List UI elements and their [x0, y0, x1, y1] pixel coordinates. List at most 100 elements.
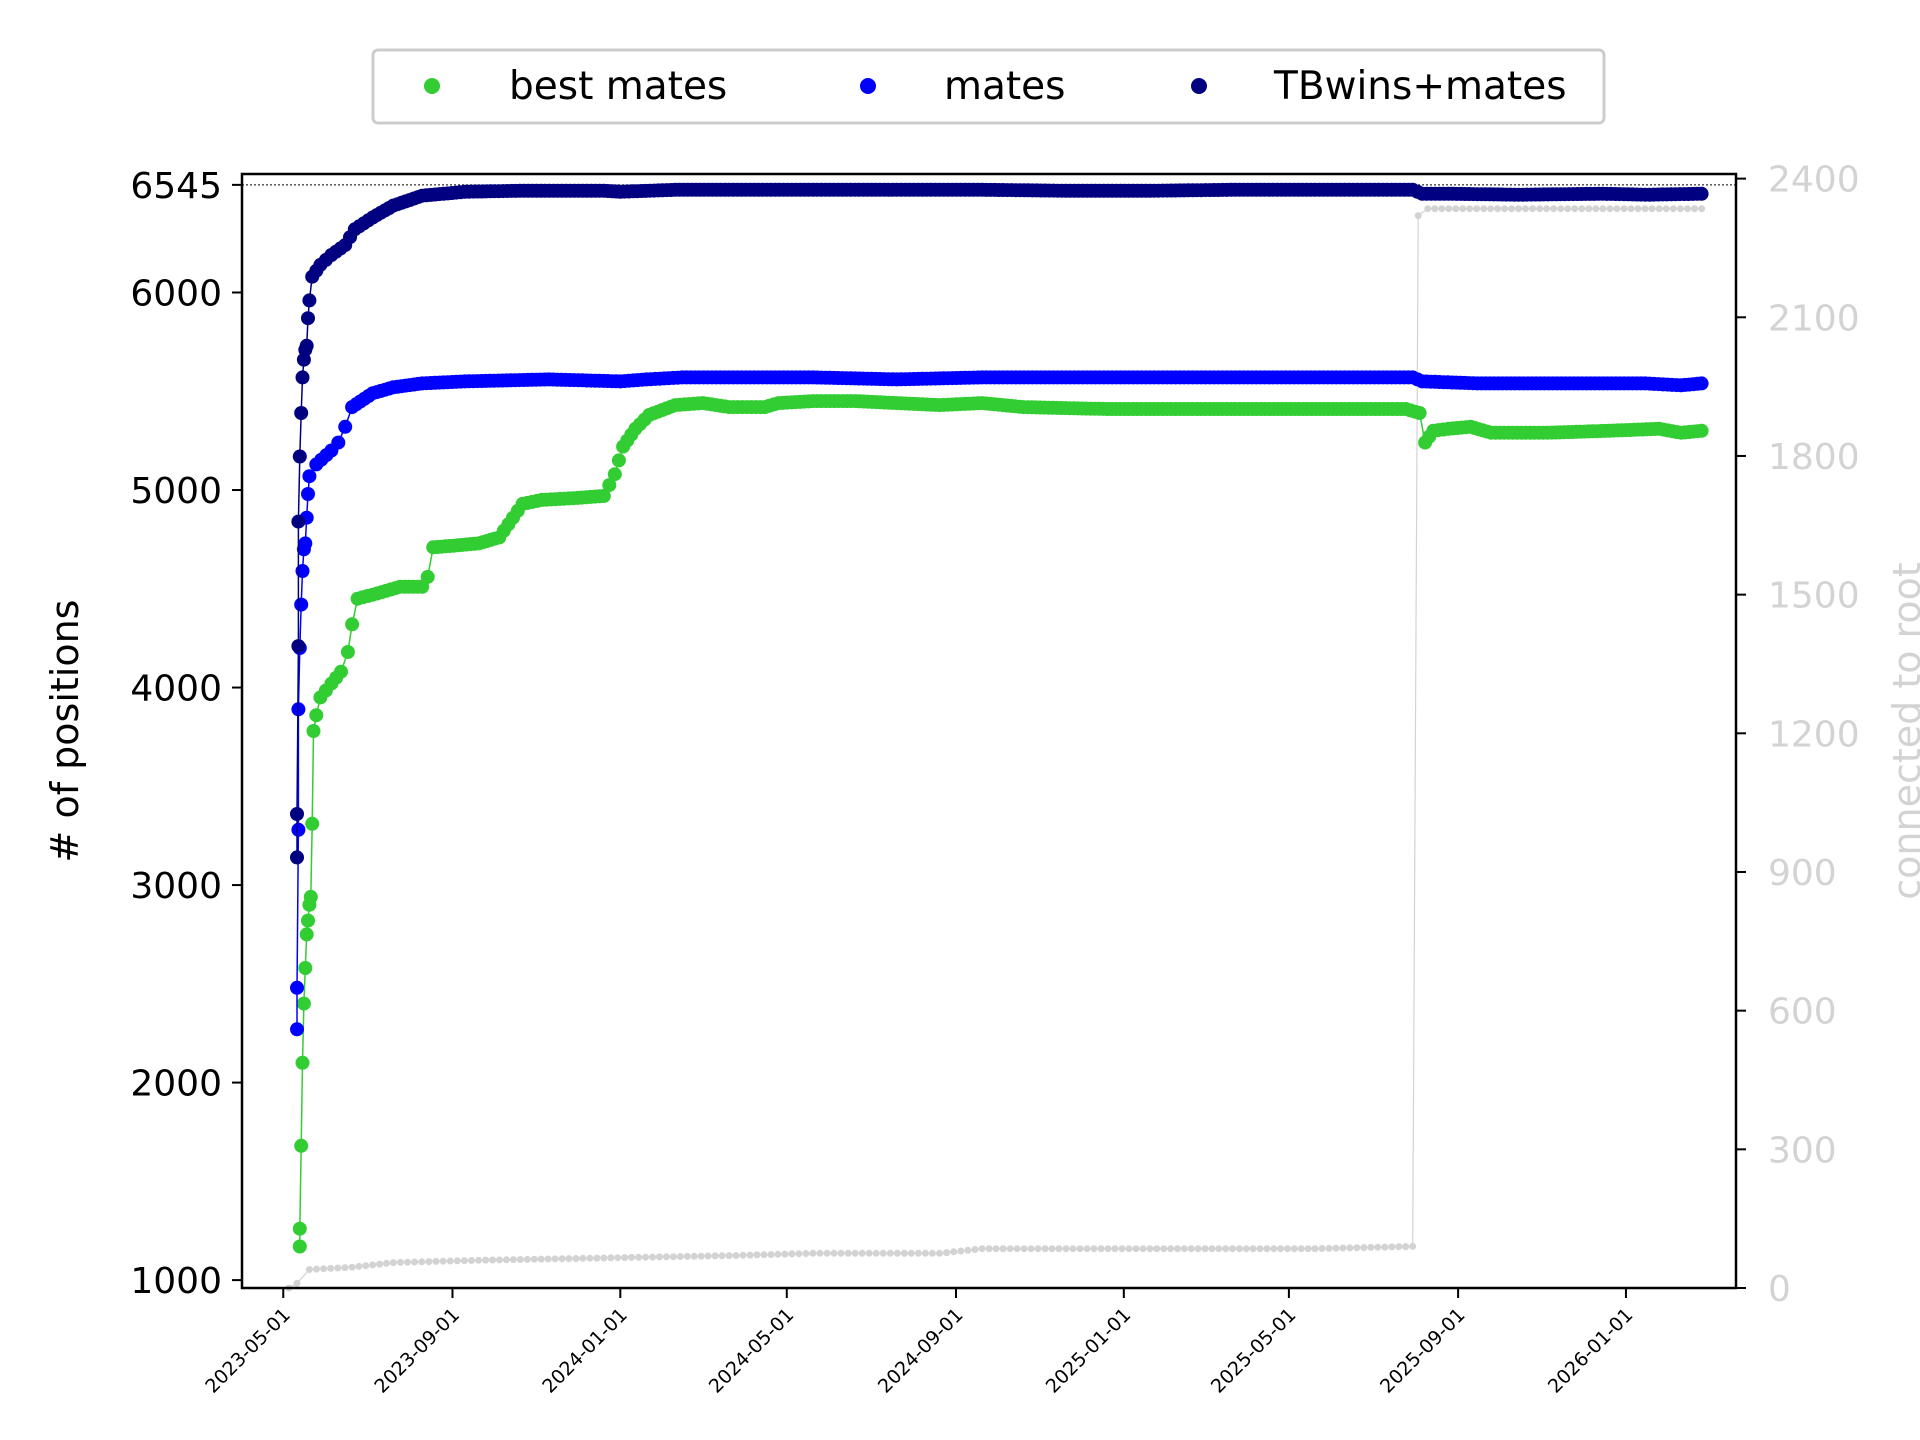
point-best-mates: [340, 645, 355, 659]
point-connected-to-root: [795, 1250, 803, 1258]
y2-axis-label: connected to root: [1885, 562, 1920, 899]
point-connected-to-root: [1069, 1245, 1077, 1253]
point-connected-to-root: [1208, 1245, 1216, 1253]
point-tbwins-mates: [291, 639, 306, 654]
point-connected-to-root: [1676, 205, 1684, 213]
point-connected-to-root: [1020, 1245, 1028, 1253]
point-best-mates: [345, 617, 360, 632]
point-connected-to-root: [809, 1249, 817, 1257]
point-connected-to-root: [816, 1249, 824, 1257]
y2-tick-label: 1800: [1768, 437, 1860, 478]
point-connected-to-root: [389, 1259, 397, 1267]
point-connected-to-root: [1438, 205, 1446, 213]
point-tbwins-mates: [292, 449, 307, 464]
point-connected-to-root: [334, 1264, 342, 1272]
point-connected-to-root: [1249, 1245, 1257, 1253]
y-tick-label: 2000: [130, 1064, 222, 1105]
point-best-mates: [295, 1055, 310, 1070]
point-connected-to-root: [396, 1258, 404, 1266]
point-connected-to-root: [1104, 1245, 1112, 1253]
point-connected-to-root: [305, 1266, 313, 1273]
point-connected-to-root: [1606, 205, 1614, 213]
point-connected-to-root: [1304, 1245, 1312, 1253]
point-connected-to-root: [482, 1256, 490, 1264]
point-connected-to-root: [1111, 1245, 1119, 1253]
point-connected-to-root: [921, 1249, 929, 1257]
point-connected-to-root: [1466, 205, 1474, 213]
point-mates: [301, 487, 315, 501]
point-connected-to-root: [1627, 205, 1635, 213]
point-connected-to-root: [844, 1249, 852, 1257]
point-best-mates: [294, 1138, 309, 1153]
point-best-mates: [305, 816, 320, 831]
point-connected-to-root: [851, 1249, 859, 1257]
legend-label-mates: mates: [944, 64, 1066, 109]
point-connected-to-root: [1346, 1244, 1354, 1252]
point-connected-to-root: [1146, 1245, 1154, 1253]
point-connected-to-root: [1684, 205, 1691, 213]
point-connected-to-root: [1097, 1245, 1105, 1253]
point-connected-to-root: [1634, 205, 1642, 213]
point-connected-to-root: [1187, 1245, 1195, 1253]
point-connected-to-root: [635, 1253, 643, 1261]
point-connected-to-root: [1055, 1245, 1063, 1253]
point-tbwins-mates: [295, 370, 310, 385]
point-connected-to-root: [1235, 1245, 1243, 1253]
point-connected-to-root: [1083, 1245, 1091, 1253]
point-connected-to-root: [475, 1256, 483, 1264]
x-tick-label: 2025-05-01: [1207, 1304, 1301, 1398]
point-connected-to-root: [460, 1257, 468, 1265]
point-connected-to-root: [320, 1265, 328, 1273]
point-connected-to-root: [1585, 205, 1593, 213]
point-connected-to-root: [1473, 205, 1481, 213]
point-connected-to-root: [530, 1255, 538, 1263]
point-connected-to-root: [1431, 205, 1439, 213]
point-connected-to-root: [572, 1255, 580, 1262]
point-tbwins-mates: [301, 311, 315, 326]
point-connected-to-root: [1543, 205, 1551, 213]
y-tick-label: 6000: [130, 274, 222, 315]
point-mates: [331, 435, 346, 450]
point-connected-to-root: [767, 1251, 775, 1258]
point-tbwins-mates: [1694, 186, 1709, 201]
point-connected-to-root: [1494, 205, 1502, 213]
point-connected-to-root: [676, 1253, 684, 1260]
point-mates: [291, 822, 306, 837]
point-connected-to-root: [1402, 1243, 1410, 1251]
point-connected-to-root: [900, 1249, 908, 1257]
point-connected-to-root: [978, 1245, 986, 1253]
point-connected-to-root: [879, 1249, 887, 1257]
legend-marker-tbwins-mates: [1191, 78, 1207, 94]
point-connected-to-root: [718, 1252, 726, 1260]
point-connected-to-root: [1311, 1245, 1319, 1253]
x-tick-label: 2026-01-01: [1544, 1304, 1638, 1398]
point-connected-to-root: [523, 1255, 531, 1263]
point-connected-to-root: [1180, 1245, 1188, 1253]
point-connected-to-root: [1034, 1245, 1042, 1253]
point-connected-to-root: [1277, 1245, 1285, 1253]
point-connected-to-root: [369, 1261, 377, 1269]
point-connected-to-root: [662, 1253, 670, 1261]
point-connected-to-root: [1641, 205, 1649, 213]
point-tbwins-mates: [302, 293, 317, 308]
point-connected-to-root: [802, 1250, 810, 1257]
point-connected-to-root: [1360, 1244, 1368, 1252]
point-connected-to-root: [1620, 205, 1628, 213]
point-connected-to-root: [746, 1251, 754, 1259]
y-axis-label: # of positions: [43, 600, 87, 863]
legend-frame: [371, 48, 1606, 125]
point-best-mates: [1694, 423, 1709, 438]
point-connected-to-root: [649, 1253, 656, 1261]
point-mates: [290, 1022, 304, 1037]
point-connected-to-root: [1229, 1245, 1236, 1253]
point-connected-to-root: [964, 1246, 972, 1254]
point-connected-to-root: [1318, 1245, 1326, 1252]
point-connected-to-root: [683, 1252, 691, 1260]
y-tick-label: 4000: [130, 669, 222, 710]
point-connected-to-root: [1160, 1245, 1168, 1253]
point-connected-to-root: [1125, 1245, 1133, 1253]
point-connected-to-root: [697, 1252, 705, 1260]
point-connected-to-root: [1515, 205, 1522, 213]
point-connected-to-root: [1522, 205, 1529, 213]
